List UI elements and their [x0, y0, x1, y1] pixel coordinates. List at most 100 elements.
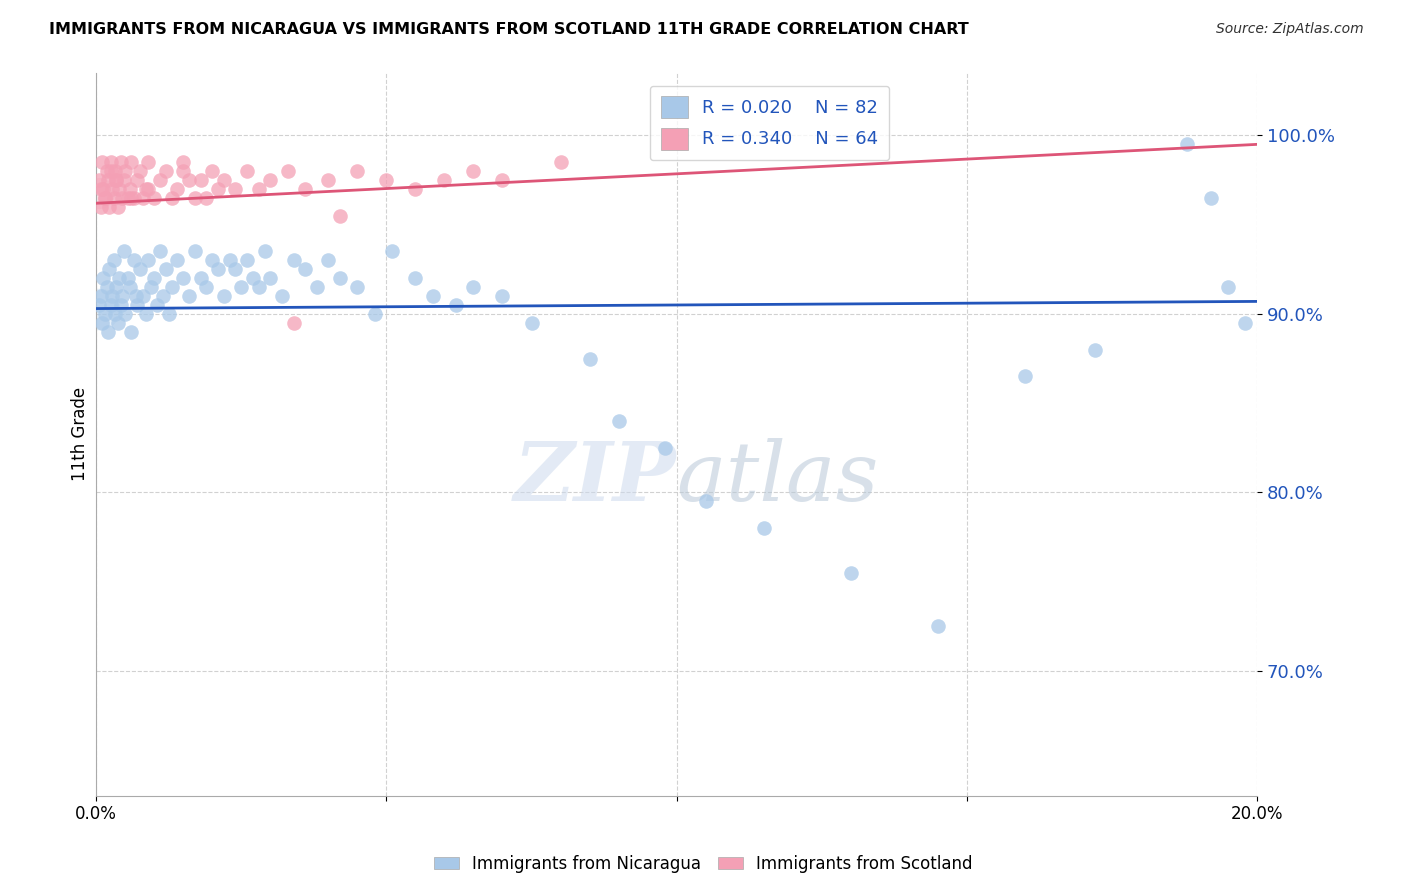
- Point: [149, 173, 172, 187]
- Point: [101, 182, 124, 196]
- Point: [259, 271, 281, 285]
- Point: [578, 351, 600, 366]
- Point: [1216, 280, 1239, 294]
- Point: [101, 289, 124, 303]
- Point: [97, 262, 120, 277]
- Point: [91, 155, 114, 169]
- Point: [100, 155, 122, 169]
- Point: [157, 307, 180, 321]
- Point: [138, 182, 160, 196]
- Point: [97, 200, 120, 214]
- Point: [152, 289, 174, 303]
- Point: [96, 164, 118, 178]
- Point: [283, 253, 305, 268]
- Point: [138, 253, 160, 268]
- Point: [105, 280, 128, 294]
- Point: [404, 271, 426, 285]
- Point: [212, 289, 235, 303]
- Point: [117, 191, 139, 205]
- Point: [87, 298, 110, 312]
- Point: [122, 253, 145, 268]
- Text: Source: ZipAtlas.com: Source: ZipAtlas.com: [1216, 22, 1364, 37]
- Point: [97, 173, 120, 187]
- Point: [134, 182, 156, 196]
- Point: [104, 307, 127, 321]
- Point: [550, 155, 572, 169]
- Point: [305, 280, 328, 294]
- Point: [184, 244, 207, 259]
- Point: [94, 191, 117, 205]
- Point: [117, 271, 139, 285]
- Point: [91, 271, 114, 285]
- Point: [125, 298, 148, 312]
- Point: [381, 244, 404, 259]
- Point: [134, 307, 156, 321]
- Point: [105, 173, 128, 187]
- Point: [839, 566, 862, 580]
- Point: [271, 289, 294, 303]
- Point: [433, 173, 456, 187]
- Point: [201, 253, 224, 268]
- Point: [166, 182, 188, 196]
- Point: [1199, 191, 1222, 205]
- Point: [177, 173, 200, 187]
- Point: [463, 280, 485, 294]
- Point: [318, 253, 340, 268]
- Point: [96, 280, 118, 294]
- Legend: Immigrants from Nicaragua, Immigrants from Scotland: Immigrants from Nicaragua, Immigrants fr…: [427, 848, 979, 880]
- Point: [160, 191, 183, 205]
- Point: [166, 253, 188, 268]
- Point: [120, 191, 142, 205]
- Point: [404, 182, 426, 196]
- Point: [107, 200, 129, 214]
- Point: [375, 173, 398, 187]
- Point: [172, 271, 194, 285]
- Point: [422, 289, 444, 303]
- Point: [195, 191, 218, 205]
- Point: [107, 316, 129, 330]
- Point: [329, 209, 352, 223]
- Point: [218, 253, 240, 268]
- Point: [128, 164, 150, 178]
- Point: [128, 262, 150, 277]
- Point: [172, 155, 194, 169]
- Point: [654, 441, 676, 455]
- Point: [149, 244, 172, 259]
- Point: [277, 164, 299, 178]
- Point: [607, 414, 630, 428]
- Point: [155, 164, 177, 178]
- Point: [125, 173, 148, 187]
- Point: [224, 262, 246, 277]
- Point: [184, 191, 207, 205]
- Point: [283, 316, 305, 330]
- Point: [94, 307, 117, 321]
- Point: [195, 280, 218, 294]
- Point: [236, 253, 259, 268]
- Text: atlas: atlas: [676, 438, 879, 517]
- Legend: R = 0.020    N = 82, R = 0.340    N = 64: R = 0.020 N = 82, R = 0.340 N = 64: [650, 86, 889, 161]
- Point: [90, 200, 112, 214]
- Point: [520, 316, 543, 330]
- Point: [120, 325, 142, 339]
- Point: [108, 271, 131, 285]
- Point: [231, 280, 253, 294]
- Point: [346, 164, 368, 178]
- Point: [114, 164, 136, 178]
- Point: [97, 325, 120, 339]
- Point: [247, 280, 270, 294]
- Point: [491, 289, 513, 303]
- Point: [108, 182, 131, 196]
- Point: [329, 271, 352, 285]
- Point: [122, 191, 145, 205]
- Point: [207, 182, 229, 196]
- Point: [207, 262, 229, 277]
- Point: [143, 191, 166, 205]
- Point: [695, 494, 717, 508]
- Point: [177, 289, 200, 303]
- Point: [105, 173, 128, 187]
- Point: [91, 316, 114, 330]
- Point: [491, 173, 513, 187]
- Point: [100, 164, 122, 178]
- Text: IMMIGRANTS FROM NICARAGUA VS IMMIGRANTS FROM SCOTLAND 11TH GRADE CORRELATION CHA: IMMIGRANTS FROM NICARAGUA VS IMMIGRANTS …: [49, 22, 969, 37]
- Point: [112, 173, 135, 187]
